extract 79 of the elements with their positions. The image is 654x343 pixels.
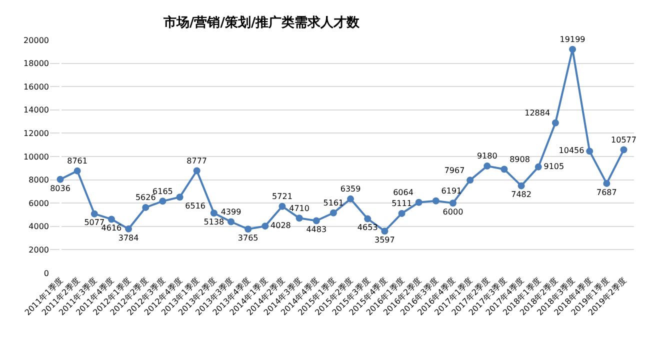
point: [500, 166, 508, 173]
data-label: 5626: [135, 193, 156, 202]
point: [108, 216, 115, 223]
data-label: 7687: [596, 188, 617, 197]
point: [228, 218, 235, 226]
point: [398, 210, 406, 217]
point: [518, 182, 525, 190]
point: [312, 217, 320, 224]
point: [432, 197, 440, 204]
data-label: 9180: [476, 152, 498, 161]
data-label: 9105: [544, 162, 564, 171]
point: [159, 198, 166, 205]
data-label: 4399: [220, 207, 242, 216]
point: [296, 214, 303, 222]
data-label: 5138: [204, 218, 224, 227]
point: [484, 162, 491, 170]
data-label: 3765: [238, 234, 258, 243]
point: [125, 225, 132, 232]
point: [552, 119, 559, 126]
data-label: 4616: [101, 224, 122, 233]
point: [620, 146, 628, 154]
data-label: 6191: [441, 186, 462, 196]
data-label: 6000: [442, 207, 464, 216]
point: [74, 167, 81, 174]
point: [415, 198, 422, 206]
data-label: 6516: [185, 201, 206, 210]
y-tick-label: 10000: [24, 152, 49, 162]
data-label: 19199: [560, 34, 586, 44]
data-label: 10456: [558, 146, 584, 156]
point: [142, 204, 150, 211]
data-label: 8036: [50, 184, 70, 193]
y-tick-label: 20000: [24, 36, 49, 45]
data-label: 8908: [510, 154, 530, 164]
data-label: 4028: [270, 221, 291, 230]
point: [381, 228, 388, 235]
data-label: 5721: [272, 192, 292, 201]
y-tick-label: 6000: [28, 198, 49, 208]
y-tick-label: 14000: [24, 106, 49, 115]
chart-title: 市场/营销/策划/推广类需求人才数: [162, 14, 361, 30]
data-label: 6359: [340, 184, 361, 194]
y-tick-label: 18000: [24, 59, 49, 68]
point: [586, 148, 594, 155]
point: [90, 210, 98, 218]
data-label: 4483: [306, 225, 327, 234]
point: [364, 215, 372, 222]
data-label: 4653: [357, 223, 378, 232]
data-label: 6064: [393, 188, 414, 197]
point: [278, 202, 286, 210]
data-label: 8777: [186, 156, 208, 166]
point: [56, 176, 64, 183]
data-label: 3597: [374, 235, 395, 244]
point: [210, 210, 218, 217]
data-label: 10577: [611, 135, 636, 144]
data-label: 5111: [392, 199, 412, 208]
y-tick-label: 4000: [28, 222, 49, 232]
y-tick-label: 8000: [28, 176, 49, 185]
point: [449, 200, 456, 207]
data-label: 12884: [524, 108, 550, 118]
data-label: 7482: [511, 190, 532, 200]
data-label: 8761: [67, 156, 88, 166]
point: [534, 163, 542, 170]
y-tick-label: 0: [44, 268, 49, 278]
y-tick-label: 2000: [28, 246, 49, 254]
point: [244, 226, 252, 233]
data-label: 4710: [289, 204, 310, 213]
y-tick-label: 12000: [24, 129, 49, 138]
y-tick-label: 16000: [24, 82, 49, 92]
data-label: 7967: [444, 166, 465, 175]
point: [176, 194, 184, 201]
data-label: 3784: [118, 233, 139, 242]
point: [347, 195, 354, 202]
data-label: 5161: [323, 198, 344, 208]
point: [603, 180, 610, 187]
point: [262, 222, 269, 230]
data-label: 6165: [152, 186, 173, 196]
point: [466, 176, 474, 184]
point: [193, 167, 200, 174]
point: [569, 46, 576, 53]
point: [330, 209, 337, 216]
